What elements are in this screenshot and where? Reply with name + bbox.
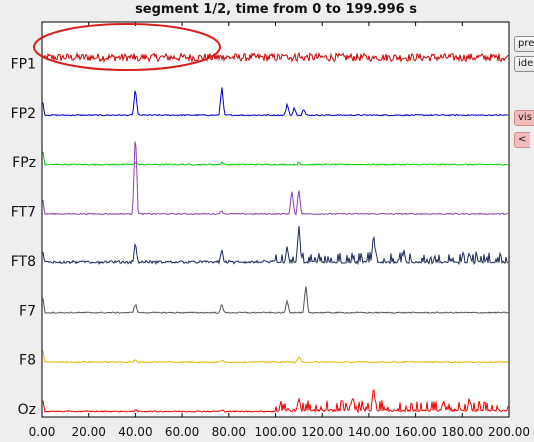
x-tick-label: 40.00 [118, 425, 152, 439]
trace-fp2 [42, 87, 509, 117]
trace-f8 [42, 350, 509, 364]
x-tick-label: 200.00 [488, 425, 530, 439]
x-tick-label: 140.00 [348, 425, 390, 439]
x-tick-label: 160.00 [395, 425, 437, 439]
channel-label-fp1: FP1 [11, 56, 36, 72]
channel-label-ft8: FT8 [11, 254, 36, 270]
trace-fp1 [42, 51, 509, 64]
trace-fpz [42, 151, 509, 166]
prep-button[interactable]: prep [514, 36, 534, 52]
channel-label-ft7: FT7 [11, 205, 36, 221]
annotation-ellipse [33, 23, 221, 71]
plot-title: segment 1/2, time from 0 to 199.996 s [135, 2, 417, 17]
channel-label-f7: F7 [19, 303, 36, 319]
trace-ft8 [42, 225, 509, 266]
x-tick-label: 20.00 [72, 425, 106, 439]
x-tick-label: 0.00 [29, 425, 56, 439]
plot-frame [41, 21, 510, 418]
x-tick-label: 180.00 [441, 425, 483, 439]
channel-label-fpz: FPz [12, 155, 36, 171]
iden-button[interactable]: iden [514, 56, 534, 72]
x-tick-label: 60.00 [165, 425, 199, 439]
vis-button[interactable]: vis [514, 110, 534, 126]
trace-f7 [42, 286, 509, 314]
trace-oz [42, 388, 509, 414]
channel-label-oz: Oz [18, 402, 36, 418]
x-tick-label: 80.00 [212, 425, 246, 439]
channel-label-fp2: FP2 [11, 106, 36, 122]
trace-ft7 [42, 141, 509, 216]
x-tick-label: 100.00 [255, 425, 297, 439]
x-tick-label: 120.00 [301, 425, 343, 439]
back-button[interactable]: < [514, 132, 530, 148]
channel-label-f8: F8 [19, 353, 36, 369]
